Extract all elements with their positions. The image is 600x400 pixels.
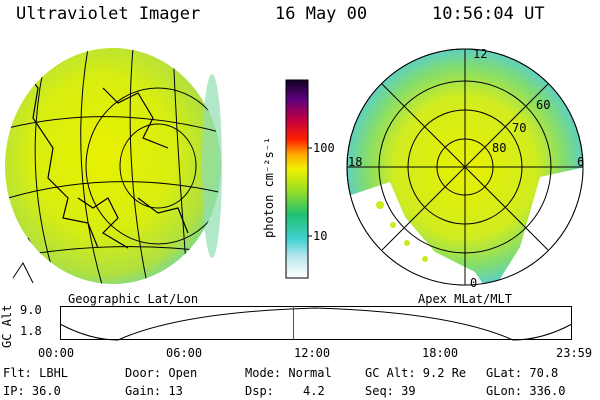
seq-info: Seq: 39 bbox=[365, 384, 416, 398]
door-info: Door: Open bbox=[125, 366, 198, 380]
timeline-xtick-0: 00:00 bbox=[38, 346, 75, 360]
mlt-label-6: 6 bbox=[577, 155, 585, 169]
glon-info: GLon: 336.0 bbox=[486, 384, 566, 398]
timeline-xtick-4: 23:59 bbox=[556, 346, 593, 360]
mlt-label-18: 18 bbox=[348, 155, 363, 169]
ip-info: IP: 36.0 bbox=[3, 384, 61, 398]
mlat-label-70: 70 bbox=[512, 121, 527, 135]
instrument-title: Ultraviolet Imager bbox=[16, 4, 201, 24]
mlat-label-60: 60 bbox=[536, 98, 551, 112]
date-label: 16 May 00 bbox=[275, 4, 368, 24]
mlt-label-12: 12 bbox=[473, 47, 488, 61]
timeline-xtick-2: 12:00 bbox=[294, 346, 331, 360]
magnetic-polar-plot bbox=[346, 48, 584, 286]
timeline-xtick-1: 06:00 bbox=[166, 346, 203, 360]
mode-info: Mode: Normal bbox=[245, 366, 332, 380]
colorbar bbox=[285, 79, 312, 279]
timeline-ytick-top: 9.0 bbox=[20, 303, 42, 317]
magnetic-caption: Apex MLat/MLT bbox=[418, 292, 512, 306]
colorbar-tick-10: 10 bbox=[313, 229, 328, 243]
mlt-label-0: 0 bbox=[470, 276, 478, 290]
orbit-timeline bbox=[59, 306, 573, 341]
glat-info: GLat: 70.8 bbox=[486, 366, 559, 380]
mlat-label-80: 80 bbox=[492, 141, 507, 155]
timeline-ylabel: GC Alt bbox=[0, 304, 14, 348]
timeline-xtick-3: 18:00 bbox=[422, 346, 459, 360]
gc-alt-info: GC Alt: 9.2 Re bbox=[365, 366, 467, 380]
colorbar-unit-label: photon cm⁻²s⁻¹ bbox=[262, 136, 276, 238]
gain-info: Gain: 13 bbox=[125, 384, 183, 398]
filter-info: Flt: LBHL bbox=[3, 366, 69, 380]
time-label: 10:56:04 UT bbox=[432, 4, 545, 24]
timeline-ytick-bottom: 1.8 bbox=[20, 324, 42, 338]
dsp-value: 4.2 bbox=[303, 384, 325, 398]
dsp-label: Dsp: bbox=[245, 384, 274, 398]
geographic-caption: Geographic Lat/Lon bbox=[68, 292, 199, 306]
colorbar-tick-100: 100 bbox=[313, 141, 335, 155]
geographic-globe-image bbox=[5, 48, 222, 284]
